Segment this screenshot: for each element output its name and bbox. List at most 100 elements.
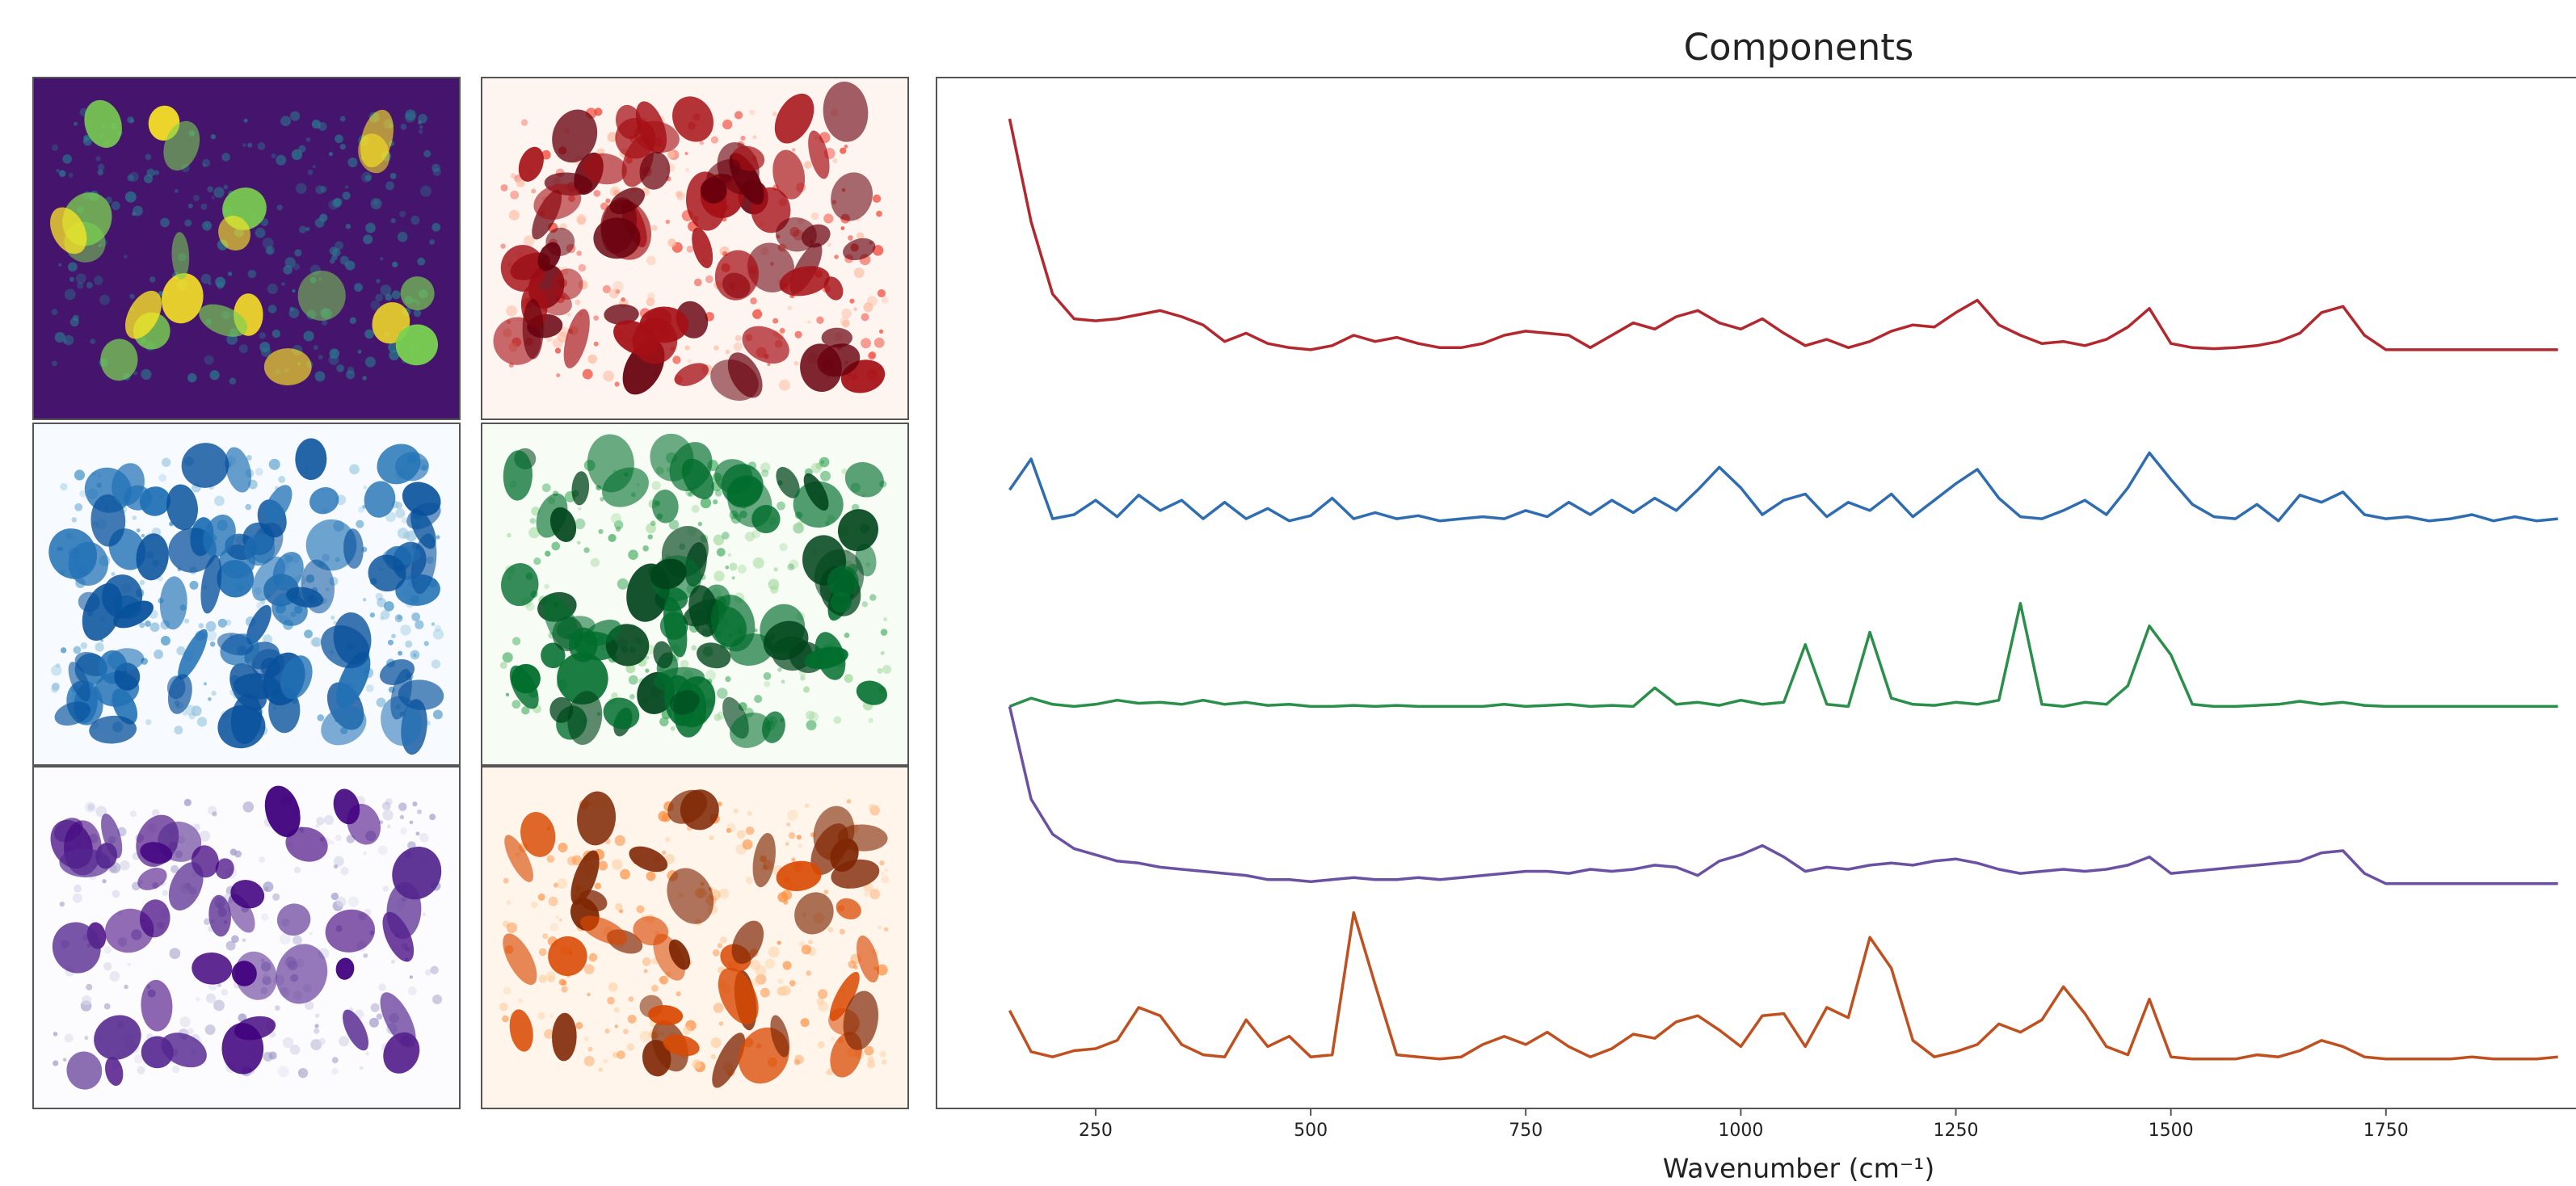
blob	[200, 555, 222, 614]
texture-dot	[243, 118, 248, 123]
texture-dot	[72, 314, 79, 322]
texture-dot	[608, 982, 618, 992]
texture-dot	[777, 667, 782, 672]
texture-dot	[848, 235, 853, 241]
blob	[263, 348, 312, 385]
texture-dot	[322, 319, 328, 326]
texture-dot	[223, 184, 229, 190]
texture-dot	[266, 247, 273, 254]
blob	[228, 894, 255, 933]
texture-dot	[864, 1045, 874, 1056]
texture-dot	[688, 491, 692, 497]
texture-dot	[603, 370, 615, 382]
blob	[225, 447, 252, 493]
blob	[234, 1016, 276, 1041]
texture-dot	[200, 203, 208, 210]
blob	[178, 629, 208, 680]
texture-dot	[783, 899, 789, 905]
texture-dot	[705, 275, 713, 284]
blob	[325, 909, 376, 953]
texture-dot	[187, 372, 197, 383]
x-tick-label: 1250	[1934, 1121, 1979, 1141]
blob	[570, 850, 600, 906]
blob	[260, 657, 280, 678]
texture-dot	[431, 222, 441, 232]
texture-dot	[394, 614, 403, 623]
texture-dot	[787, 563, 795, 570]
texture-dot	[423, 641, 429, 646]
texture-dot	[827, 242, 831, 247]
texture-dot	[643, 969, 648, 974]
texture-dot	[205, 620, 217, 632]
blob	[276, 944, 328, 1004]
texture-dot	[293, 866, 301, 874]
texture-dot	[265, 245, 276, 255]
texture-dot	[760, 987, 770, 998]
blob	[593, 217, 641, 259]
texture-dot	[205, 629, 217, 641]
texture-dot	[187, 1028, 194, 1035]
texture-dot	[651, 481, 661, 490]
texture-dot	[51, 685, 59, 693]
texture-dot	[212, 811, 217, 817]
texture-dot	[840, 226, 845, 230]
texture-dot	[807, 320, 811, 324]
texture-dot	[141, 534, 145, 538]
series-line	[1008, 451, 2558, 523]
texture-dot	[781, 679, 785, 684]
texture-dot	[102, 879, 107, 884]
texture-dot	[280, 933, 291, 945]
texture-dot	[81, 995, 92, 1006]
blob	[543, 595, 579, 650]
panel-frame	[32, 766, 461, 1109]
blob	[50, 207, 87, 254]
texture-dot	[64, 288, 76, 301]
texture-dot	[271, 153, 276, 158]
blob	[297, 271, 346, 321]
texture-dot	[347, 158, 358, 168]
texture-dot	[144, 174, 154, 183]
texture-dot	[530, 901, 538, 909]
texture-dot	[722, 119, 733, 130]
blob	[246, 604, 271, 645]
texture-dot	[432, 994, 443, 1004]
texture-dot	[242, 801, 255, 813]
texture-dot	[139, 622, 145, 629]
texture-dot	[405, 111, 416, 123]
texture-dot	[83, 134, 90, 142]
texture-dot	[129, 810, 137, 818]
texture-dot	[794, 1054, 804, 1065]
texture-dot	[400, 124, 407, 130]
texture-dot	[785, 842, 789, 846]
blob	[706, 158, 741, 185]
texture-dot	[614, 1024, 618, 1028]
texture-dot	[314, 1028, 320, 1034]
texture-dot	[255, 227, 266, 238]
texture-dot	[719, 936, 727, 944]
blob	[667, 868, 714, 924]
texture-dot	[642, 545, 649, 552]
texture-dot	[583, 964, 595, 974]
texture-dot	[158, 473, 167, 482]
texture-dot	[577, 540, 581, 545]
texture-dot	[196, 717, 208, 727]
texture-dot	[208, 281, 212, 286]
texture-dot	[506, 305, 518, 317]
blob	[604, 304, 639, 325]
texture-dot	[608, 533, 617, 543]
blob	[548, 936, 587, 977]
texture-dot	[74, 884, 82, 893]
texture-dot	[68, 172, 74, 178]
texture-dot	[263, 1051, 273, 1062]
blob	[395, 324, 439, 366]
texture-dot	[545, 971, 556, 982]
texture-dot	[611, 692, 618, 700]
blob	[583, 153, 627, 185]
texture-dot	[857, 232, 865, 240]
texture-dot	[305, 137, 311, 142]
texture-dot	[80, 641, 87, 650]
texture-dot	[500, 243, 506, 249]
blob	[730, 712, 771, 748]
blob	[668, 939, 691, 970]
texture-dot	[398, 802, 407, 811]
